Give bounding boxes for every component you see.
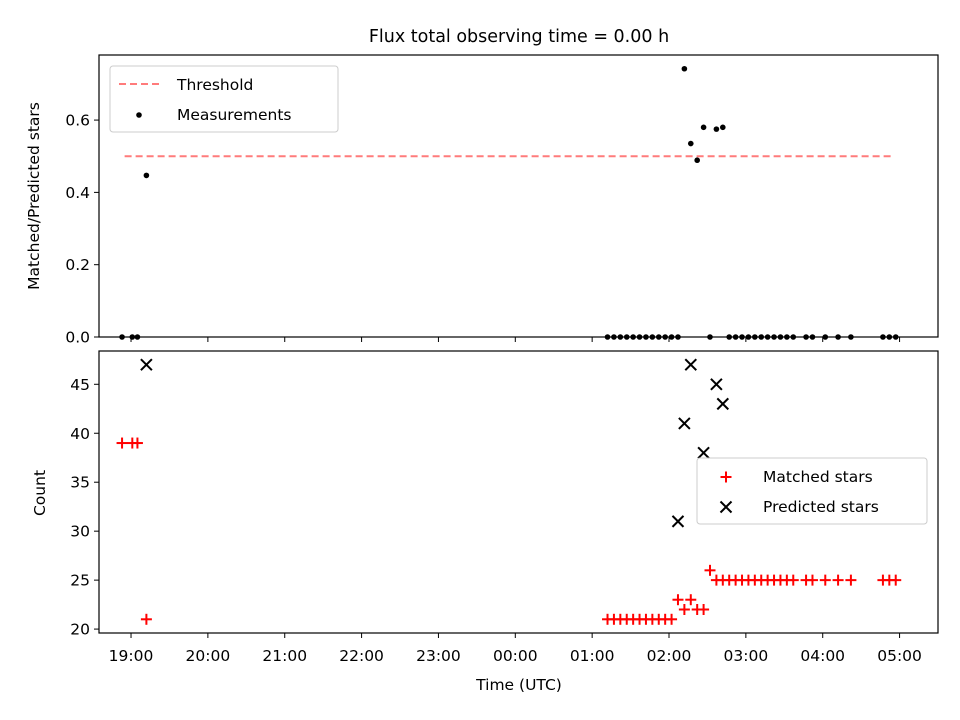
matched-star-point (131, 437, 143, 449)
top-y-tick-label: 0.2 (65, 256, 90, 274)
bottom-y-tick-label: 30 (70, 523, 90, 541)
x-stroke (719, 500, 733, 514)
bottom-marks (116, 358, 902, 625)
matched-star-point (819, 574, 831, 586)
matched-stars-legend-label: Matched stars (763, 468, 873, 486)
matched-star-point (685, 594, 697, 606)
predicted-stars-legend-swatch (719, 500, 733, 514)
bottom-x-tick-label: 22:00 (339, 647, 384, 665)
matched-star-point (116, 437, 128, 449)
predicted-swatch-mark (719, 500, 733, 514)
x-stroke (697, 446, 710, 460)
threshold-legend-label: Threshold (176, 76, 253, 94)
top-legend-box (109, 65, 339, 133)
bottom-y-axis: 20 25 30 35 40 45 (70, 376, 99, 639)
matched-star-point (704, 564, 716, 576)
bottom-x-tick-label: 01:00 (570, 647, 615, 665)
measurement-point (681, 65, 688, 72)
measurement-point (694, 157, 700, 164)
x-stroke (684, 358, 697, 371)
bottom-y-tick-label: 40 (70, 425, 90, 443)
top-y-axis: 0.0 0.2 0.4 0.6 (65, 112, 99, 347)
predicted-star-point (697, 446, 710, 460)
bottom-x-tick-label: 03:00 (724, 647, 769, 665)
top-y-tick-label: 0.6 (65, 112, 90, 130)
predicted-star-point (140, 358, 153, 371)
chart-title: Flux total observing time = 0.00 h (369, 27, 669, 47)
matched-star-point (806, 574, 818, 586)
bottom-legend-box (696, 457, 928, 525)
predicted-star-point (678, 417, 691, 430)
bottom-x-tick-label: 02:00 (647, 647, 692, 665)
predicted-stars-legend-label: Predicted stars (763, 498, 879, 516)
measurement-point (687, 140, 694, 147)
matched-stars-legend-swatch (720, 471, 732, 483)
measurement-point (720, 124, 726, 131)
bottom-legend: Matched stars Predicted stars (696, 457, 928, 525)
matched-swatch-mark (720, 471, 732, 483)
bottom-x-tick-label: 00:00 (493, 647, 538, 665)
matched-star-point (140, 613, 152, 625)
bottom-y-tick-label: 35 (70, 474, 90, 492)
bottom-x-tick-label: 21:00 (262, 647, 307, 665)
matched-star-point (890, 574, 902, 586)
bottom-x-tick-label: 23:00 (416, 647, 461, 665)
measurements-legend-swatch (136, 112, 142, 118)
top-y-axis-label: Matched/Predicted stars (25, 102, 43, 290)
measurement-point (700, 124, 707, 131)
bottom-x-tick-label: 05:00 (877, 647, 922, 665)
x-stroke (710, 378, 723, 391)
x-stroke (140, 358, 153, 371)
bottom-panel: 20 25 30 35 40 45 19:00 20:00 21:00 22:00 23:00 00… (31, 350, 939, 694)
bottom-y-axis-label: Count (31, 470, 49, 516)
top-y-tick-label: 0.0 (65, 329, 90, 347)
x-stroke (678, 417, 691, 430)
matched-star-point (678, 604, 690, 615)
top-legend: Threshold Measurements (109, 65, 339, 133)
bottom-x-tick-label: 04:00 (800, 647, 845, 665)
matched-star-point (832, 574, 844, 586)
x-stroke (716, 397, 730, 411)
top-panel: 0.0 0.2 0.4 0.6 Matched/Predicted stars Thr… (25, 54, 939, 347)
matched-star-point (666, 613, 678, 625)
predicted-star-point (671, 515, 685, 528)
top-plot-frame (98, 54, 939, 338)
x-axis-label: Time (UTC) (475, 676, 562, 694)
matched-star-point (698, 604, 710, 615)
matched-star-point (787, 574, 799, 586)
predicted-star-point (716, 397, 730, 411)
bottom-x-axis: 19:00 20:00 21:00 22:00 23:00 00:00 01:00 02:00… (109, 633, 922, 665)
bottom-y-tick-label: 20 (70, 621, 90, 639)
bottom-x-tick-label: 20:00 (186, 647, 231, 665)
predicted-star-point (684, 358, 697, 371)
top-x-ticks (130, 337, 901, 342)
measurement-point (143, 172, 150, 179)
predicted-star-point (710, 378, 723, 391)
measurements-legend-label: Measurements (177, 106, 292, 124)
x-stroke (671, 515, 685, 528)
matched-star-point (845, 574, 857, 586)
bottom-y-tick-label: 25 (70, 572, 90, 590)
bottom-y-tick-label: 45 (70, 376, 90, 394)
measurement-point (713, 126, 720, 132)
bottom-plot-frame (98, 350, 939, 634)
matched-star-point (672, 594, 684, 606)
top-y-tick-label: 0.4 (65, 184, 90, 202)
bottom-x-tick-label: 19:00 (109, 647, 154, 665)
